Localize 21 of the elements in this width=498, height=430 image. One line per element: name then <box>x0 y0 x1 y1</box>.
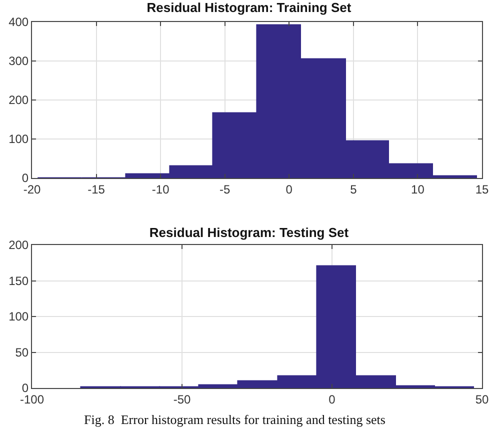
x-tick-label: -5 <box>220 182 231 196</box>
y-tick-label: 300 <box>8 54 29 68</box>
y-tick-label: 200 <box>8 93 29 108</box>
x-tick-label: 0 <box>286 182 293 196</box>
x-tick-label: -10 <box>152 182 170 196</box>
x-tick-label: 10 <box>411 182 425 196</box>
chart-title: Residual Histogram: Training Set <box>146 0 352 16</box>
y-tick-label: 100 <box>8 132 29 146</box>
x-tick-label: 15 <box>475 182 489 196</box>
x-tick-label: 50 <box>475 392 489 406</box>
y-tick-label: 100 <box>8 310 29 324</box>
x-tick-label: 5 <box>350 182 358 196</box>
y-tick-label: 150 <box>8 274 29 288</box>
x-tick-label: -15 <box>88 182 106 196</box>
chart-title: Residual Histogram: Testing Set <box>149 225 350 240</box>
x-tick-label: -50 <box>173 392 191 406</box>
y-tick-label: 400 <box>8 15 29 30</box>
y-tick-label: 50 <box>15 345 29 360</box>
x-tick-label: 0 <box>328 392 336 406</box>
caption: Fig. 8 Error histogram results for training and testing sets <box>84 412 386 427</box>
y-tick-label: 200 <box>8 238 29 252</box>
